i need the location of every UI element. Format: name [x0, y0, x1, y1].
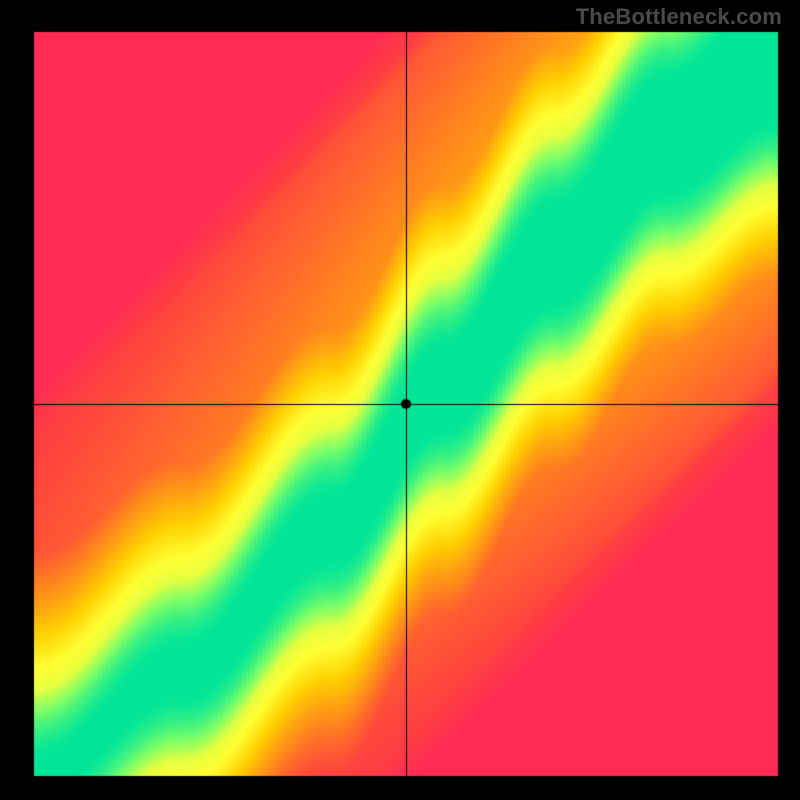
bottleneck-heatmap — [0, 0, 800, 800]
chart-container: TheBottleneck.com — [0, 0, 800, 800]
watermark-text: TheBottleneck.com — [576, 4, 782, 30]
